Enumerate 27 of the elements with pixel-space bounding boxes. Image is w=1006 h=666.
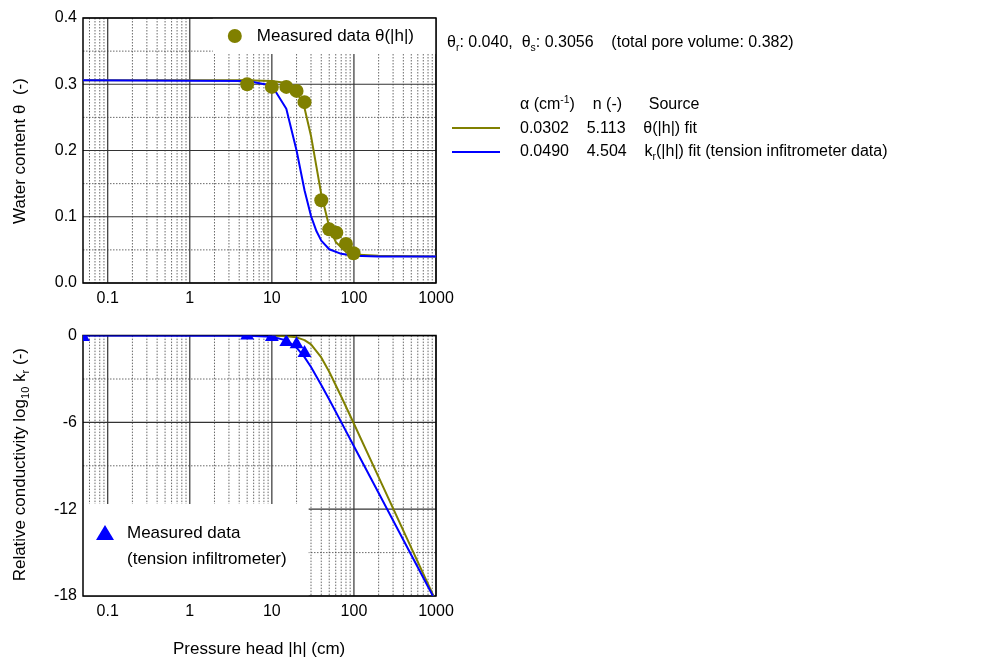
x-tick-label: 1 xyxy=(185,602,195,620)
legend-label: 0.0490 4.504 k$_{r}$(|h|) fit (tension infitrometer data) xyxy=(520,141,888,163)
x-tick-label: 1000 xyxy=(418,289,454,307)
legend-label: 0.0302 5.113 θ(|h|) fit xyxy=(520,119,698,137)
x-tick-label: 0.1 xyxy=(96,602,119,620)
x-tick-label: 1 xyxy=(185,289,195,307)
y-tick-label: -12 xyxy=(53,499,78,517)
x-tick-label: 10 xyxy=(262,289,281,307)
x-tick-label: 100 xyxy=(340,289,368,307)
legend-label: Measured data (tension infiltrometer) xyxy=(127,522,287,568)
y-tick-label: 0.2 xyxy=(54,140,78,158)
y-tick-label: -6 xyxy=(62,412,78,430)
x-axis-title: Pressure head |h| (cm) xyxy=(173,639,346,659)
y-tick-label: 0.1 xyxy=(54,207,78,225)
y-tick-label: 0.3 xyxy=(54,74,78,92)
y-tick-label: 0.0 xyxy=(54,273,78,291)
x-tick-label: 100 xyxy=(340,602,368,620)
y-tick-label: -18 xyxy=(53,586,78,604)
text: θ$_{r}$: 0.040, θ$_{s}$: 0.3056 (total pore volume: 0.382) xyxy=(447,33,794,54)
x-tick-label: 10 xyxy=(262,602,281,620)
legend-title: α (cm$^{-1}$) n (-) Source xyxy=(520,94,700,114)
y-axis-title: Water content θ (-) xyxy=(9,77,30,224)
legend-label: Measured data θ(|h|) xyxy=(256,25,415,45)
x-tick-label: 0.1 xyxy=(96,289,119,307)
x-tick-label: 1000 xyxy=(418,602,454,620)
y-tick-label: 0 xyxy=(68,326,78,344)
y-tick-label: 0.4 xyxy=(54,8,78,26)
